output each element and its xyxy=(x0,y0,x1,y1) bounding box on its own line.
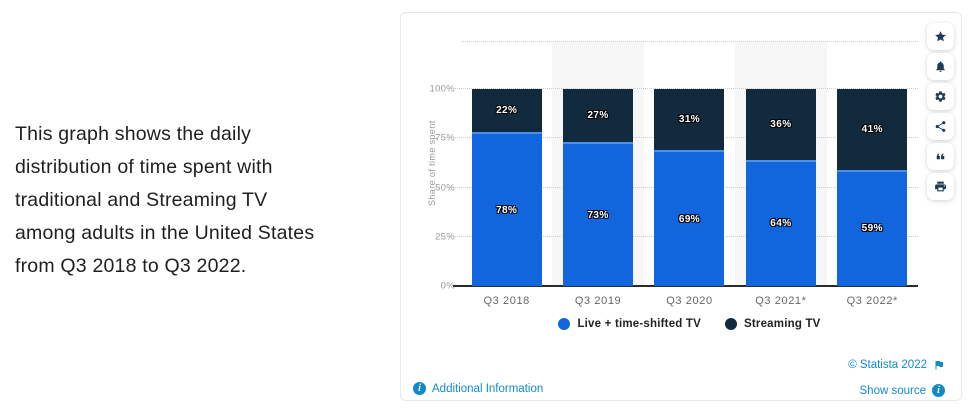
gridline xyxy=(449,88,918,89)
share-icon xyxy=(935,121,946,132)
stacked-bar: 73% 27% xyxy=(563,89,634,286)
bar-segment-live-tv[interactable]: 69% xyxy=(654,150,725,286)
gear-icon xyxy=(935,91,946,102)
x-tick-label: Q3 2018 xyxy=(483,295,530,307)
bar-value-label: 64% xyxy=(770,218,792,230)
legend-item: Streaming TV xyxy=(725,318,821,330)
settings-button[interactable] xyxy=(927,83,954,110)
bar-segment-streaming-tv[interactable]: 41% xyxy=(837,89,908,170)
bar-value-label: 69% xyxy=(678,213,701,225)
bar-segment-live-tv[interactable]: 78% xyxy=(471,132,542,286)
stacked-bar: 69% 31% xyxy=(654,89,725,286)
chart-description: This graph shows the daily distribution … xyxy=(15,123,315,277)
x-tick-label: Q3 2020 xyxy=(666,295,713,307)
print-button[interactable] xyxy=(927,173,954,200)
quote-icon xyxy=(936,153,945,160)
bar-slot: 64% 36% xyxy=(735,41,826,286)
y-tick-label: 0% xyxy=(440,280,455,292)
legend-label: Streaming TV xyxy=(744,318,821,330)
bar-value-label: 73% xyxy=(587,209,609,221)
bar-segment-live-tv[interactable]: 73% xyxy=(563,142,634,286)
legend-label: Live + time-shifted TV xyxy=(577,318,702,330)
x-axis-line xyxy=(453,285,918,287)
bar-segment-streaming-tv[interactable]: 22% xyxy=(471,89,542,133)
bar-value-label: 31% xyxy=(678,114,701,126)
legend-dot-icon xyxy=(725,318,738,330)
bar-value-label: 36% xyxy=(770,118,792,130)
copyright: © Statista 2022 xyxy=(848,359,945,371)
y-axis-title: Share of time spent xyxy=(427,120,437,207)
plot-area: 78% 22% 73% 27% 69% 31% 64% 36% 59% 41% xyxy=(449,41,918,287)
bar-slot: 69% 31% xyxy=(644,41,735,286)
y-tick-label: 100% xyxy=(429,83,455,95)
bar-slot: 73% 27% xyxy=(552,41,643,286)
gridline xyxy=(461,41,918,42)
stacked-bar: 59% 41% xyxy=(837,89,908,286)
printer-icon xyxy=(935,181,946,192)
star-icon xyxy=(935,31,946,42)
x-tick-label: Q3 2021* xyxy=(755,295,807,307)
legend-dot-icon xyxy=(558,318,571,330)
bar-segment-streaming-tv[interactable]: 31% xyxy=(654,89,725,151)
legend: Live + time-shifted TV Streaming TV xyxy=(461,318,918,330)
bell-icon xyxy=(936,61,945,72)
bar-segment-live-tv[interactable]: 59% xyxy=(837,169,908,286)
info-icon: i xyxy=(932,384,945,397)
y-tick-label: 25% xyxy=(435,231,455,243)
y-tick-label: 75% xyxy=(435,132,455,144)
additional-information-link[interactable]: i Additional Information xyxy=(413,382,543,395)
favorite-button[interactable] xyxy=(927,23,954,50)
bar-segment-live-tv[interactable]: 64% xyxy=(745,159,816,286)
notifications-button[interactable] xyxy=(927,53,954,80)
share-button[interactable] xyxy=(927,113,954,140)
chart-toolbar xyxy=(927,23,954,200)
flag-icon xyxy=(935,361,943,370)
show-source-label: Show source xyxy=(859,384,926,397)
x-tick-label: Q3 2022* xyxy=(846,295,898,307)
stacked-bar: 78% 22% xyxy=(471,89,542,286)
bar-value-label: 22% xyxy=(496,105,518,117)
stacked-bar: 64% 36% xyxy=(745,89,816,286)
y-tick-label: 50% xyxy=(435,182,455,193)
legend-item: Live + time-shifted TV xyxy=(558,318,701,330)
bar-segment-streaming-tv[interactable]: 36% xyxy=(745,89,816,160)
bar-value-label: 27% xyxy=(587,110,609,122)
bar-value-label: 78% xyxy=(496,204,518,216)
bar-segment-streaming-tv[interactable]: 27% xyxy=(563,89,634,143)
info-icon: i xyxy=(413,382,426,395)
show-source-link[interactable]: Show source i xyxy=(860,384,945,397)
bar-value-label: 59% xyxy=(861,223,883,235)
bar-value-label: 41% xyxy=(861,123,883,135)
additional-information-label: Additional Information xyxy=(432,382,544,395)
x-tick-label: Q3 2019 xyxy=(574,295,622,307)
statista-chart-card: Share of time spent 0% 25% 50% 75% 100% 78% 2… xyxy=(400,12,962,401)
bar-slot: 59% 41% xyxy=(827,41,918,286)
bar-slot: 78% 22% xyxy=(461,41,552,286)
cite-button[interactable] xyxy=(927,143,954,170)
copyright-label: © Statista 2022 xyxy=(848,359,927,371)
